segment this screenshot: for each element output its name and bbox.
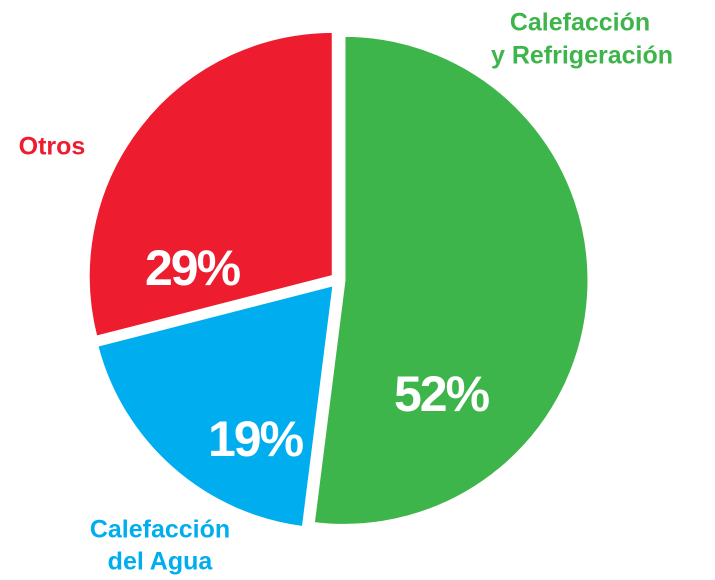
category-label: y Refrigeración bbox=[491, 42, 673, 70]
category-label: Otros bbox=[19, 133, 86, 161]
category-label: Calefacción bbox=[510, 9, 650, 37]
chart: 52% Calefacción y Refrigeración 19% Calefacc… bbox=[0, 0, 715, 580]
value-label: 52% bbox=[394, 366, 490, 422]
value-label: 29% bbox=[145, 240, 241, 296]
pie-slice bbox=[313, 35, 589, 525]
category-label: Calefacción bbox=[90, 516, 230, 544]
category-label: del Agua bbox=[108, 548, 214, 576]
value-label: 19% bbox=[208, 411, 304, 467]
